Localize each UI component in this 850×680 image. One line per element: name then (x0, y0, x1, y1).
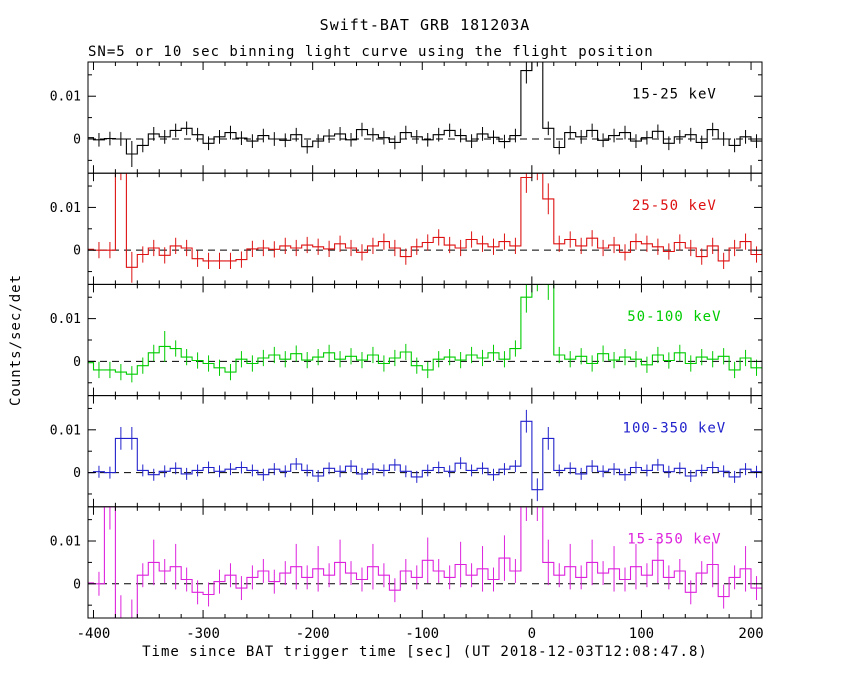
light-curve-step-line (88, 173, 762, 268)
y-tick-label: 0 (73, 132, 81, 147)
panel-15-25-kev (88, 62, 762, 167)
y-tick-label: 0 (73, 244, 81, 259)
y-tick-label: 0.01 (50, 90, 81, 105)
band-label: 15-25 keV (632, 87, 717, 103)
panel-frame (87, 61, 763, 174)
y-tick-label: 0.01 (50, 535, 81, 550)
y-tick-label: 0.01 (50, 201, 81, 216)
x-tick-label: 0 (528, 626, 536, 642)
x-tick-label: -300 (186, 626, 220, 642)
y-tick-label: 0.01 (50, 312, 81, 327)
x-tick-label: -100 (405, 626, 439, 642)
plot-title: Swift-BAT GRB 181203A (319, 16, 531, 34)
x-tick-label: -400 (77, 626, 111, 642)
panel-frame (87, 506, 763, 619)
panel-50-100-kev (88, 284, 762, 383)
panel-15-350-kev (88, 506, 762, 618)
panel-100-350-kev (88, 409, 762, 502)
light-curve-step-line (88, 506, 762, 618)
band-label: 25-50 keV (632, 198, 717, 214)
band-label: 100-350 keV (623, 420, 727, 436)
y-tick-label: 0 (73, 355, 81, 370)
band-label: 50-100 keV (627, 309, 721, 325)
y-tick-label: 0.01 (50, 423, 81, 438)
x-tick-label: 200 (738, 626, 763, 642)
band-label: 15-350 keV (627, 531, 721, 547)
y-tick-label: 0 (73, 466, 81, 481)
y-tick-label: 0 (73, 577, 81, 592)
panel-frame (87, 172, 763, 285)
x-tick-label: -200 (296, 626, 330, 642)
x-tick-label: 100 (629, 626, 654, 642)
light-curve-step-line (88, 284, 762, 375)
panel-frame (87, 283, 763, 397)
x-axis-label: Time since BAT trigger time [sec] (UT 20… (142, 644, 708, 660)
plot-subtitle: SN=5 or 10 sec binning light curve using… (88, 44, 654, 60)
panel-frame (87, 395, 763, 508)
panel-25-50-kev (88, 173, 762, 283)
